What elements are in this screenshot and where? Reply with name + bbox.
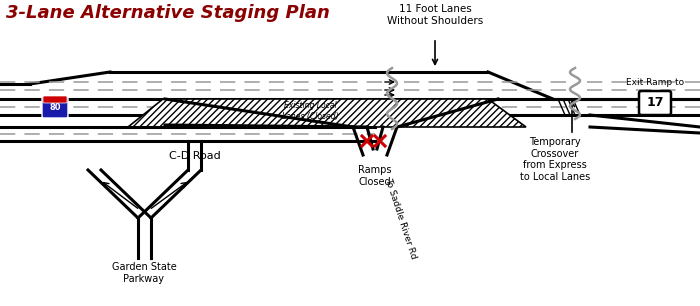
Text: C-D Road: C-D Road	[169, 151, 221, 161]
Text: Garden State
Parkway: Garden State Parkway	[111, 262, 176, 284]
Text: 3-Lane Alternative Staging Plan: 3-Lane Alternative Staging Plan	[6, 4, 330, 22]
Polygon shape	[128, 99, 526, 127]
Text: To Saddle River Rd: To Saddle River Rd	[383, 177, 418, 260]
Text: Existing Local
Lanes (Closed): Existing Local Lanes (Closed)	[281, 101, 338, 121]
Text: Exit Ramp to: Exit Ramp to	[626, 78, 684, 87]
Text: Ramps
Closed: Ramps Closed	[358, 165, 392, 187]
FancyBboxPatch shape	[42, 96, 68, 118]
Text: 80: 80	[49, 103, 61, 113]
Text: Temporary
Crossover
from Express
to Local Lanes: Temporary Crossover from Express to Loca…	[520, 137, 590, 182]
Text: 17: 17	[646, 96, 664, 110]
Text: 11 Foot Lanes
Without Shoulders: 11 Foot Lanes Without Shoulders	[387, 4, 483, 26]
FancyBboxPatch shape	[639, 91, 671, 115]
FancyBboxPatch shape	[43, 96, 67, 103]
